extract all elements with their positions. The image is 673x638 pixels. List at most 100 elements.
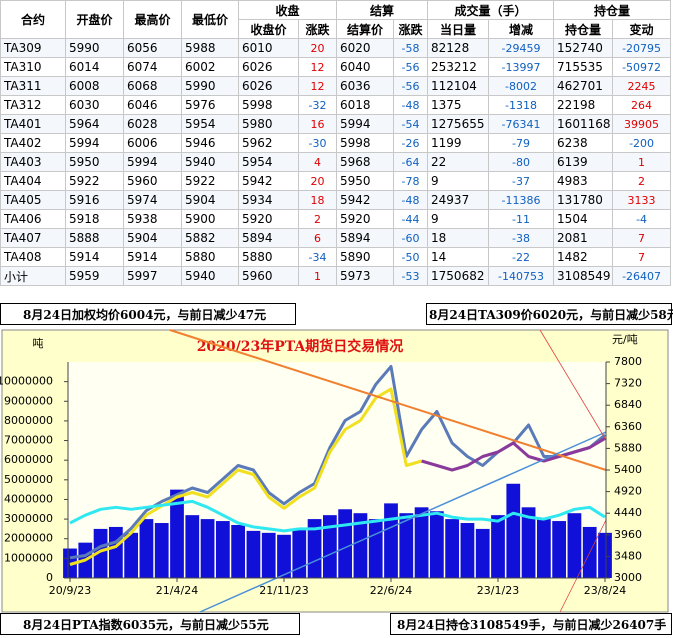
table-cell: 5914 [123, 247, 182, 267]
table-cell: 12 [297, 76, 338, 96]
table-cell: -48 [393, 95, 429, 115]
table-row: TA311 6008 6068 5990 6026 12 6036 -56 112104 -800… [0, 76, 672, 96]
x-tick-label: 21/11/23 [259, 584, 308, 597]
table-cell: 5980 [238, 114, 299, 134]
table-cell: 6068 [123, 76, 182, 96]
table-cell: 82128 [427, 38, 490, 58]
column-header: 合约 [0, 0, 66, 39]
column-header: 持仓量 [553, 19, 614, 39]
table-cell: 5882 [181, 228, 239, 248]
table-cell: -50972 [612, 57, 672, 77]
table-cell: 462701 [553, 76, 614, 96]
series-line [69, 499, 606, 533]
table-cell: 5940 [181, 266, 239, 286]
table-cell: 2 [297, 209, 338, 229]
column-header: 当日量 [427, 19, 490, 39]
volume-bar [445, 519, 460, 578]
table-cell: -26 [393, 133, 429, 153]
table-cell: -200 [612, 133, 672, 153]
column-header: 收盘价 [238, 19, 299, 39]
volume-bar [460, 523, 475, 578]
table-cell: 112104 [427, 76, 490, 96]
series-line [69, 365, 606, 560]
y2-tick-label: 5880 [614, 441, 642, 454]
table-cell: 6008 [65, 76, 124, 96]
table-cell: 6014 [65, 57, 124, 77]
table-cell: -79 [488, 133, 555, 153]
table-row: TA407 5888 5904 5882 5894 6 5894 -60 18 -38 2081 7 [0, 228, 672, 248]
y-tick-label: 10000000 [0, 375, 53, 388]
table-cell: 5973 [336, 266, 395, 286]
volume-bar [491, 515, 505, 578]
volume-bar [414, 507, 429, 578]
table-cell: 6026 [238, 57, 299, 77]
quote-table: 合约 开盘价 最高价 最低价 收盘 结算 成交量（手） 持仓量 收盘价 涨跌 结算价 涨跌 当日量 增减持… [0, 0, 672, 286]
volume-bar [63, 548, 77, 578]
pointer-line [539, 329, 607, 441]
y-tick-label: 9000000 [4, 394, 53, 407]
table-cell: -11 [488, 209, 555, 229]
table-cell: 5904 [123, 228, 182, 248]
table-cell: 5922 [181, 171, 239, 191]
volume-bar [200, 519, 215, 578]
volume-bar [154, 523, 169, 578]
volume-bar [384, 503, 398, 578]
table-cell: 6030 [65, 95, 124, 115]
table-cell: -58 [393, 38, 429, 58]
volume-bar [292, 528, 307, 578]
chart-title: 2020/23年PTA期货日交易情况 [197, 338, 404, 355]
table-cell: -54 [393, 114, 429, 134]
volume-bar [93, 528, 108, 578]
table-cell: 1750682 [427, 266, 490, 286]
table-cell: -32 [297, 95, 338, 115]
table-cell: -56 [393, 57, 429, 77]
group-header: 收盘 [237, 0, 338, 20]
table-cell: 5950 [65, 152, 124, 172]
table-cell: 6040 [336, 57, 395, 77]
y-tick-label: 1000000 [4, 551, 53, 564]
table-cell: 5890 [336, 247, 395, 267]
table-cell: 5880 [238, 247, 299, 267]
table-cell: TA309 [0, 38, 66, 58]
table-cell: 4 [297, 152, 338, 172]
table-cell: 1 [297, 266, 338, 286]
table-cell: 5894 [336, 228, 395, 248]
table-cell: 5954 [181, 114, 239, 134]
table-cell: TA404 [0, 171, 66, 191]
table-cell: 20 [297, 171, 338, 191]
table-cell: 5994 [123, 152, 182, 172]
table-cell: 5888 [65, 228, 124, 248]
plot-area [68, 362, 606, 578]
column-header: 增减 [488, 19, 555, 39]
table-cell: TA310 [0, 57, 66, 77]
table-cell: 5904 [181, 190, 239, 210]
table-cell: 5988 [181, 38, 239, 58]
table-cell: -80 [488, 152, 555, 172]
table-cell: -34 [297, 247, 338, 267]
chart-frame [1, 329, 669, 613]
table-cell: 9 [427, 171, 490, 191]
y-tick-label: 6000000 [4, 453, 53, 466]
table-cell: 7 [612, 247, 672, 267]
table-cell: 5954 [238, 152, 299, 172]
table-cell: 6056 [123, 38, 182, 58]
volume-bar [231, 524, 246, 578]
y2-tick-label: 6840 [614, 398, 642, 411]
table-cell: -11386 [488, 190, 555, 210]
volume-bar [368, 519, 383, 578]
volume-bar [582, 526, 597, 578]
volume-bar [261, 532, 276, 578]
y-tick-label: 3000000 [4, 512, 53, 525]
column-header: 最低价 [181, 0, 239, 39]
y2-tick-label: 5400 [614, 463, 642, 476]
table-cell: -37 [488, 171, 555, 191]
table-cell: 2081 [553, 228, 614, 248]
table-cell: 5962 [238, 133, 299, 153]
y-tick-label: 2000000 [4, 532, 53, 545]
table-cell: 264 [612, 95, 672, 115]
table-cell: 5914 [65, 247, 124, 267]
x-tick-label: 21/4/24 [156, 584, 198, 597]
series-line [69, 387, 423, 566]
volume-bar [475, 528, 490, 578]
table-row: TA403 5950 5994 5940 5954 4 5968 -64 22 -80 6139 1 [0, 152, 672, 172]
